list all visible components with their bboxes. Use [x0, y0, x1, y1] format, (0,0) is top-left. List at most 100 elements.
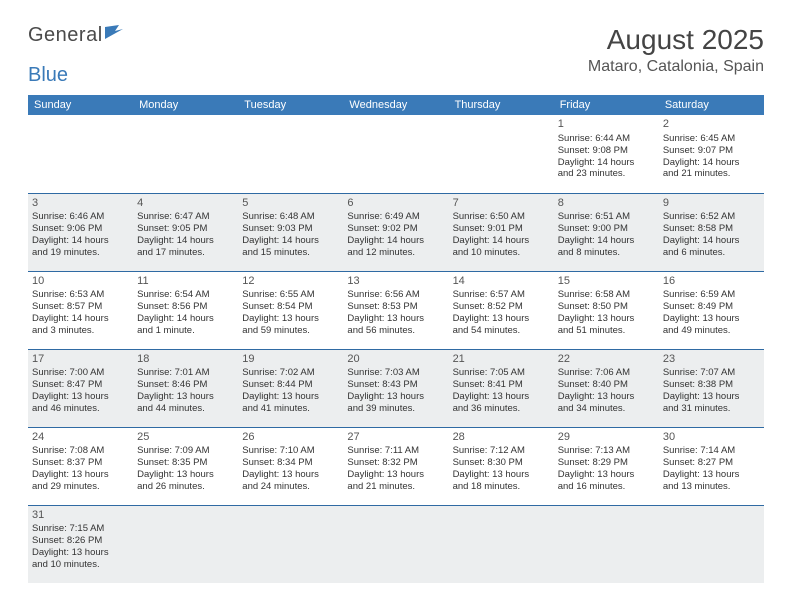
- calendar-cell: 16Sunrise: 6:59 AMSunset: 8:49 PMDayligh…: [659, 271, 764, 349]
- calendar-cell: 7Sunrise: 6:50 AMSunset: 9:01 PMDaylight…: [449, 193, 554, 271]
- day-number: 11: [137, 275, 234, 289]
- location: Mataro, Catalonia, Spain: [588, 58, 764, 76]
- daylight-text: and 56 minutes.: [347, 325, 444, 337]
- daylight-text: Daylight: 14 hours: [663, 157, 760, 169]
- calendar-cell: [343, 115, 448, 193]
- daylight-text: and 34 minutes.: [558, 403, 655, 415]
- title-block: August 2025 Mataro, Catalonia, Spain: [588, 24, 764, 76]
- sunrise-text: Sunrise: 7:01 AM: [137, 367, 234, 379]
- calendar-week: 3Sunrise: 6:46 AMSunset: 9:06 PMDaylight…: [28, 193, 764, 271]
- day-number: 13: [347, 275, 444, 289]
- sunset-text: Sunset: 8:43 PM: [347, 379, 444, 391]
- sunset-text: Sunset: 8:38 PM: [663, 379, 760, 391]
- daylight-text: and 26 minutes.: [137, 481, 234, 493]
- sunrise-text: Sunrise: 7:07 AM: [663, 367, 760, 379]
- calendar-cell: 18Sunrise: 7:01 AMSunset: 8:46 PMDayligh…: [133, 349, 238, 427]
- calendar-cell: 9Sunrise: 6:52 AMSunset: 8:58 PMDaylight…: [659, 193, 764, 271]
- sunset-text: Sunset: 8:44 PM: [242, 379, 339, 391]
- daylight-text: and 44 minutes.: [137, 403, 234, 415]
- sunset-text: Sunset: 8:53 PM: [347, 301, 444, 313]
- sunset-text: Sunset: 8:34 PM: [242, 457, 339, 469]
- calendar-cell: 12Sunrise: 6:55 AMSunset: 8:54 PMDayligh…: [238, 271, 343, 349]
- sunrise-text: Sunrise: 6:45 AM: [663, 133, 760, 145]
- calendar-cell: [659, 505, 764, 583]
- calendar-week: 10Sunrise: 6:53 AMSunset: 8:57 PMDayligh…: [28, 271, 764, 349]
- sunrise-text: Sunrise: 7:03 AM: [347, 367, 444, 379]
- sunrise-text: Sunrise: 7:06 AM: [558, 367, 655, 379]
- daylight-text: Daylight: 13 hours: [453, 391, 550, 403]
- day-header: Tuesday: [238, 95, 343, 115]
- daylight-text: and 31 minutes.: [663, 403, 760, 415]
- daylight-text: and 41 minutes.: [242, 403, 339, 415]
- sunrise-text: Sunrise: 7:13 AM: [558, 445, 655, 457]
- daylight-text: Daylight: 13 hours: [453, 469, 550, 481]
- calendar-cell: 24Sunrise: 7:08 AMSunset: 8:37 PMDayligh…: [28, 427, 133, 505]
- daylight-text: Daylight: 13 hours: [663, 391, 760, 403]
- day-number: 22: [558, 353, 655, 367]
- daylight-text: Daylight: 13 hours: [32, 547, 129, 559]
- daylight-text: and 10 minutes.: [453, 247, 550, 259]
- sunrise-text: Sunrise: 7:02 AM: [242, 367, 339, 379]
- daylight-text: and 15 minutes.: [242, 247, 339, 259]
- daylight-text: Daylight: 13 hours: [347, 391, 444, 403]
- sunset-text: Sunset: 8:58 PM: [663, 223, 760, 235]
- sunrise-text: Sunrise: 6:46 AM: [32, 211, 129, 223]
- calendar-cell: [238, 505, 343, 583]
- sunrise-text: Sunrise: 6:57 AM: [453, 289, 550, 301]
- sunset-text: Sunset: 8:32 PM: [347, 457, 444, 469]
- daylight-text: Daylight: 13 hours: [558, 313, 655, 325]
- daylight-text: and 23 minutes.: [558, 168, 655, 180]
- sunset-text: Sunset: 8:56 PM: [137, 301, 234, 313]
- daylight-text: Daylight: 14 hours: [32, 313, 129, 325]
- sunset-text: Sunset: 8:46 PM: [137, 379, 234, 391]
- calendar-cell: 22Sunrise: 7:06 AMSunset: 8:40 PMDayligh…: [554, 349, 659, 427]
- sunset-text: Sunset: 8:50 PM: [558, 301, 655, 313]
- sunset-text: Sunset: 8:57 PM: [32, 301, 129, 313]
- daylight-text: Daylight: 13 hours: [558, 469, 655, 481]
- daylight-text: Daylight: 13 hours: [32, 469, 129, 481]
- day-number: 23: [663, 353, 760, 367]
- day-number: 29: [558, 431, 655, 445]
- sunrise-text: Sunrise: 6:52 AM: [663, 211, 760, 223]
- daylight-text: and 19 minutes.: [32, 247, 129, 259]
- month-title: August 2025: [588, 24, 764, 56]
- calendar-cell: [133, 505, 238, 583]
- sunrise-text: Sunrise: 7:08 AM: [32, 445, 129, 457]
- calendar-head: SundayMondayTuesdayWednesdayThursdayFrid…: [28, 95, 764, 115]
- daylight-text: Daylight: 13 hours: [558, 391, 655, 403]
- sunset-text: Sunset: 8:37 PM: [32, 457, 129, 469]
- day-number: 17: [32, 353, 129, 367]
- daylight-text: and 51 minutes.: [558, 325, 655, 337]
- day-header: Thursday: [449, 95, 554, 115]
- daylight-text: Daylight: 14 hours: [242, 235, 339, 247]
- calendar-cell: 3Sunrise: 6:46 AMSunset: 9:06 PMDaylight…: [28, 193, 133, 271]
- calendar-cell: 1Sunrise: 6:44 AMSunset: 9:08 PMDaylight…: [554, 115, 659, 193]
- day-number: 12: [242, 275, 339, 289]
- sunset-text: Sunset: 8:30 PM: [453, 457, 550, 469]
- day-number: 2: [663, 118, 760, 132]
- daylight-text: and 49 minutes.: [663, 325, 760, 337]
- day-header: Friday: [554, 95, 659, 115]
- day-number: 30: [663, 431, 760, 445]
- calendar-cell: [133, 115, 238, 193]
- calendar-cell: 28Sunrise: 7:12 AMSunset: 8:30 PMDayligh…: [449, 427, 554, 505]
- calendar-cell: [238, 115, 343, 193]
- day-number: 1: [558, 118, 655, 132]
- daylight-text: and 6 minutes.: [663, 247, 760, 259]
- sunrise-text: Sunrise: 6:59 AM: [663, 289, 760, 301]
- day-number: 20: [347, 353, 444, 367]
- daylight-text: Daylight: 14 hours: [558, 157, 655, 169]
- logo: General: [28, 24, 127, 47]
- calendar-cell: [343, 505, 448, 583]
- sunrise-text: Sunrise: 7:14 AM: [663, 445, 760, 457]
- page: General August 2025 Mataro, Catalonia, S…: [0, 0, 792, 583]
- daylight-text: Daylight: 13 hours: [137, 469, 234, 481]
- day-number: 5: [242, 197, 339, 211]
- sunset-text: Sunset: 9:01 PM: [453, 223, 550, 235]
- day-number: 31: [32, 509, 129, 523]
- sunrise-text: Sunrise: 6:47 AM: [137, 211, 234, 223]
- logo-flag-icon: [105, 24, 127, 47]
- day-number: 24: [32, 431, 129, 445]
- sunrise-text: Sunrise: 7:00 AM: [32, 367, 129, 379]
- daylight-text: and 1 minute.: [137, 325, 234, 337]
